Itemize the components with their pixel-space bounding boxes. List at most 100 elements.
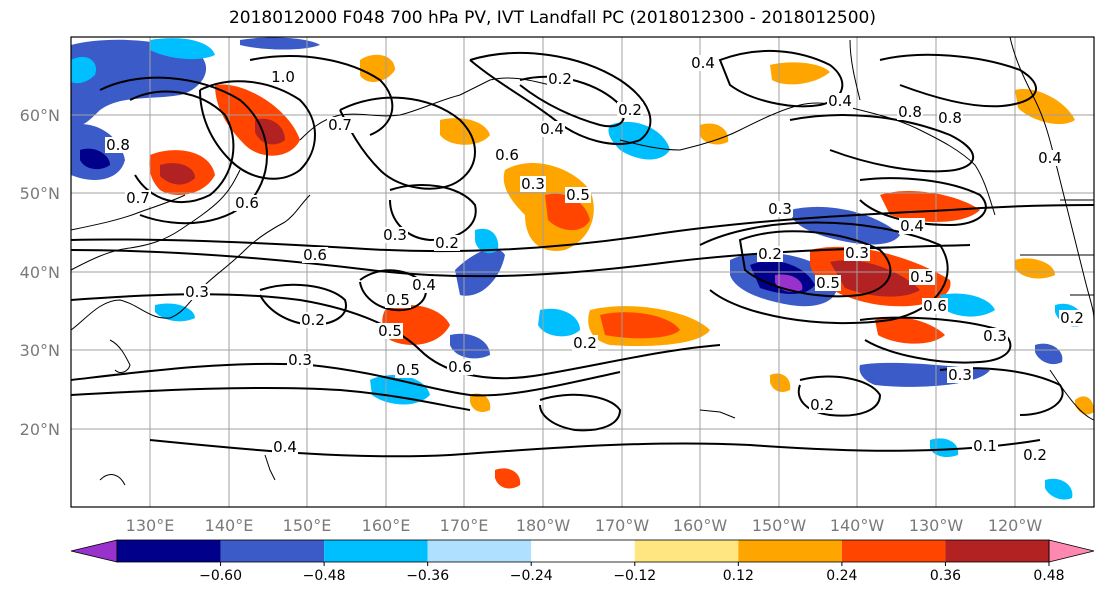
contour-label: 0.3 bbox=[288, 351, 312, 369]
lat-label: 50°N bbox=[20, 184, 60, 203]
contour-label-bg bbox=[757, 246, 783, 262]
contour-label-bg bbox=[385, 292, 411, 308]
contour-label-bg bbox=[1037, 150, 1063, 166]
contour-label-bg bbox=[572, 335, 598, 351]
contour-label-bg bbox=[125, 190, 151, 206]
lon-label: 160°W bbox=[673, 516, 728, 535]
contour-label: 0.3 bbox=[521, 175, 545, 193]
contour-label: 0.6 bbox=[448, 358, 472, 376]
contour-label: 1.0 bbox=[271, 68, 295, 86]
pv-shading bbox=[71, 37, 1094, 500]
contour-label-bg bbox=[972, 438, 998, 454]
contour-label: 0.2 bbox=[1060, 309, 1084, 327]
contour-label-bg bbox=[844, 245, 870, 261]
pv-positive-region bbox=[880, 190, 980, 222]
pv-positive-region bbox=[160, 163, 195, 185]
colorbar-tick-label: 0.12 bbox=[723, 568, 754, 584]
pv-negative-region bbox=[1035, 343, 1063, 365]
contour-label-bg bbox=[395, 362, 421, 378]
contour-label: 0.2 bbox=[810, 396, 834, 414]
contour-label-bg bbox=[1059, 310, 1085, 326]
pv-positive-region bbox=[440, 118, 490, 145]
contour-label-bg bbox=[922, 298, 948, 314]
pv-positive-region bbox=[600, 312, 680, 339]
pv-negative-region bbox=[940, 293, 995, 317]
contour-label-bg bbox=[300, 312, 326, 328]
contour-label-bg bbox=[547, 71, 573, 87]
contour-label: 0.5 bbox=[378, 322, 402, 340]
contour-label: 0.4 bbox=[828, 92, 852, 110]
contour-label: 0.5 bbox=[910, 268, 934, 286]
colorbar-tick-label: −0.60 bbox=[199, 568, 242, 584]
contour-label: 0.4 bbox=[412, 276, 436, 294]
contour-label: 0.6 bbox=[303, 246, 327, 264]
contour-label: 0.3 bbox=[383, 226, 407, 244]
map-title: 2018012000 F048 700 hPa PV, IVT Landfall… bbox=[228, 8, 876, 28]
lon-label: 170°W bbox=[595, 516, 650, 535]
contour-label: 0.4 bbox=[900, 217, 924, 235]
colorbar-extend-right bbox=[1048, 539, 1095, 563]
contour-label-bg bbox=[434, 235, 460, 251]
contour-label-bg bbox=[234, 195, 260, 211]
contour-label-bg bbox=[897, 104, 923, 120]
pv-negative-region bbox=[370, 375, 430, 405]
pv-positive-region bbox=[1045, 478, 1073, 500]
pv-positive-region bbox=[700, 123, 729, 145]
pv-negative-region bbox=[450, 333, 490, 359]
contour-label: 0.2 bbox=[618, 101, 642, 119]
colorbar-extend-left bbox=[70, 539, 118, 563]
contour-label-bg bbox=[617, 102, 643, 118]
contour-label-bg bbox=[947, 367, 973, 383]
contour-label-bg bbox=[287, 352, 313, 368]
colorbar-frame bbox=[116, 539, 1050, 563]
contour-label-bg bbox=[272, 439, 298, 455]
contour-label-bg bbox=[302, 247, 328, 263]
colorbar-ticks: −0.60 −0.48 −0.36 −0.24 −0.12 0.12 0.24 0.36 0.4… bbox=[199, 562, 1065, 584]
contour-label: 0.2 bbox=[435, 234, 459, 252]
contour-label-bg bbox=[565, 187, 591, 203]
colorbar-segment bbox=[841, 540, 946, 562]
pv-positive-region bbox=[875, 316, 945, 344]
pv-negative-region bbox=[71, 56, 96, 84]
colorbar-segment bbox=[220, 540, 325, 562]
colorbar-tick-label: 0.48 bbox=[1033, 568, 1064, 584]
contour-label-bg bbox=[539, 121, 565, 137]
longitude-labels: 130°E 140°E 150°E 160°E 170°E 180°W 170°… bbox=[126, 516, 1043, 535]
contour-label: 0.2 bbox=[301, 311, 325, 329]
contour-label: 0.4 bbox=[1038, 149, 1062, 167]
lon-label: 150°W bbox=[752, 516, 807, 535]
pv-negative-region bbox=[930, 438, 959, 458]
colorbar-tick-label: −0.12 bbox=[613, 568, 656, 584]
lon-label: 180°W bbox=[516, 516, 571, 535]
contour-label-bg bbox=[690, 55, 716, 71]
contour-label-bg bbox=[270, 69, 296, 85]
pv-negative-region bbox=[790, 206, 900, 245]
contour-label-bg bbox=[327, 117, 353, 133]
pv-positive-region bbox=[470, 393, 491, 413]
contours bbox=[70, 50, 1095, 458]
colorbar-segment bbox=[427, 540, 532, 562]
lat-label: 20°N bbox=[20, 420, 60, 439]
lat-label: 60°N bbox=[20, 106, 60, 125]
contour-label: 0.1 bbox=[973, 437, 997, 455]
contour-label: 0.5 bbox=[386, 291, 410, 309]
contour-label: 0.8 bbox=[938, 109, 962, 127]
lon-label: 140°W bbox=[830, 516, 885, 535]
lon-label: 130°E bbox=[126, 516, 175, 535]
contour-labels: 1.00.70.80.70.60.3 0.20.3 0.50.40.20.50.60… bbox=[105, 54, 1085, 464]
contour-label-bg bbox=[184, 284, 210, 300]
pv-positive-region bbox=[830, 260, 920, 297]
pv-negative-region bbox=[538, 308, 580, 337]
contour-label: 0.5 bbox=[396, 361, 420, 379]
contour-label: 0.3 bbox=[845, 244, 869, 262]
contour-label-bg bbox=[827, 93, 853, 109]
lat-label: 30°N bbox=[20, 341, 60, 360]
contour-label: 0.6 bbox=[495, 146, 519, 164]
lon-label: 150°E bbox=[283, 516, 332, 535]
colorbar-segment bbox=[945, 540, 1049, 562]
contour-label-bg bbox=[937, 110, 963, 126]
pv-negative-region bbox=[240, 37, 320, 50]
contour-label: 0.3 bbox=[948, 366, 972, 384]
contour-label-bg bbox=[105, 137, 131, 153]
